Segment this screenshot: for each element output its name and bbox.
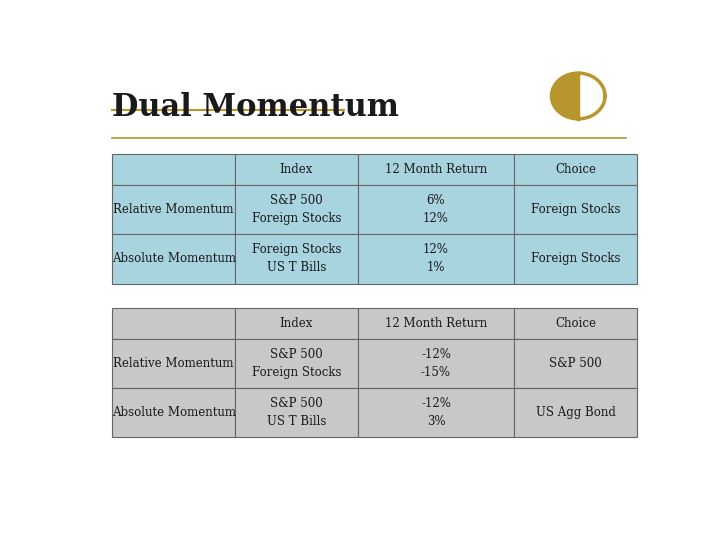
Text: 12 Month Return: 12 Month Return: [384, 163, 487, 176]
Text: -12%
-15%: -12% -15%: [421, 348, 451, 379]
Text: Relative Momentum: Relative Momentum: [114, 204, 234, 217]
Text: Dual Momentum: Dual Momentum: [112, 92, 400, 123]
Bar: [358, 185, 514, 234]
Text: S&P 500: S&P 500: [549, 357, 602, 370]
Bar: [358, 308, 514, 339]
Text: Index: Index: [280, 317, 313, 330]
Text: -12%
3%: -12% 3%: [421, 397, 451, 428]
Bar: [358, 234, 514, 284]
Polygon shape: [552, 73, 578, 119]
Bar: [514, 185, 636, 234]
Bar: [358, 388, 514, 437]
Bar: [112, 234, 235, 284]
Text: Foreign Stocks
US T Bills: Foreign Stocks US T Bills: [252, 244, 341, 274]
Bar: [235, 185, 358, 234]
Bar: [112, 339, 235, 388]
Text: S&P 500
Foreign Stocks: S&P 500 Foreign Stocks: [252, 348, 341, 379]
Bar: [112, 308, 235, 339]
Bar: [112, 388, 235, 437]
Text: S&P 500
US T Bills: S&P 500 US T Bills: [267, 397, 326, 428]
Text: Absolute Momentum: Absolute Momentum: [112, 253, 235, 266]
Text: Foreign Stocks: Foreign Stocks: [531, 204, 620, 217]
Text: Foreign Stocks: Foreign Stocks: [531, 253, 620, 266]
Text: 12%
1%: 12% 1%: [423, 244, 449, 274]
Text: Index: Index: [280, 163, 313, 176]
Text: Choice: Choice: [555, 163, 596, 176]
Bar: [235, 308, 358, 339]
Text: Relative Momentum: Relative Momentum: [114, 357, 234, 370]
Bar: [235, 154, 358, 185]
Text: US Agg Bond: US Agg Bond: [536, 406, 616, 420]
Bar: [514, 388, 636, 437]
Bar: [112, 185, 235, 234]
Bar: [235, 234, 358, 284]
Text: Choice: Choice: [555, 317, 596, 330]
Bar: [514, 234, 636, 284]
Bar: [514, 308, 636, 339]
Bar: [112, 154, 235, 185]
Text: 6%
12%: 6% 12%: [423, 194, 449, 225]
Bar: [235, 339, 358, 388]
Bar: [514, 154, 636, 185]
Text: S&P 500
Foreign Stocks: S&P 500 Foreign Stocks: [252, 194, 341, 225]
Text: Absolute Momentum: Absolute Momentum: [112, 406, 235, 420]
Bar: [358, 154, 514, 185]
Bar: [514, 339, 636, 388]
Bar: [358, 339, 514, 388]
Bar: [235, 388, 358, 437]
Text: 12 Month Return: 12 Month Return: [384, 317, 487, 330]
